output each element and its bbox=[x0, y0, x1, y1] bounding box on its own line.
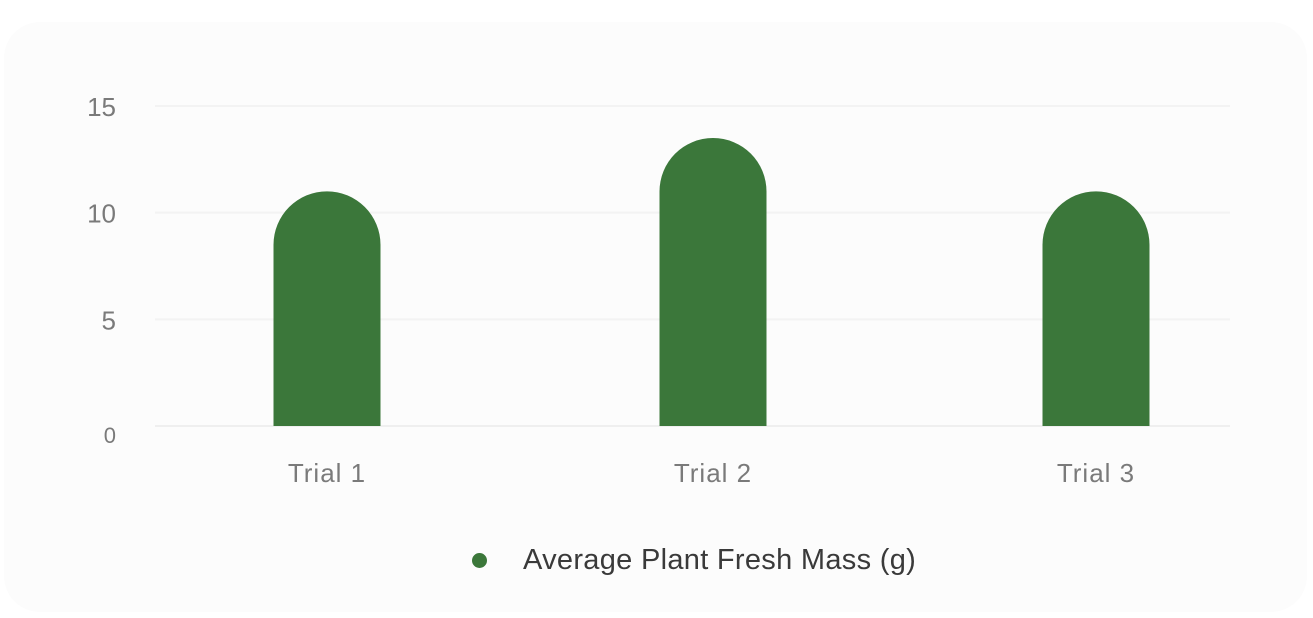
x-tick-label: Trial 2 bbox=[674, 458, 752, 488]
bar-trial-1[interactable] bbox=[273, 191, 381, 426]
y-tick-label: 0 bbox=[104, 423, 116, 448]
bar-trial-3[interactable] bbox=[1042, 191, 1150, 426]
x-tick-label: Trial 3 bbox=[1057, 458, 1135, 488]
legend-marker bbox=[472, 552, 487, 568]
bar-trial-2[interactable] bbox=[659, 138, 767, 426]
y-axis-ticks: 0 5 10 15 bbox=[87, 92, 116, 448]
y-tick-label: 15 bbox=[87, 92, 116, 122]
y-tick-label: 10 bbox=[87, 199, 116, 229]
bars bbox=[273, 138, 1150, 426]
legend-label: Average Plant Fresh Mass (g) bbox=[523, 543, 917, 576]
y-tick-label: 5 bbox=[102, 305, 116, 335]
x-tick-label: Trial 1 bbox=[288, 458, 366, 488]
legend: Average Plant Fresh Mass (g) bbox=[472, 540, 916, 580]
x-axis-ticks: Trial 1 Trial 2 Trial 3 bbox=[288, 458, 1135, 488]
